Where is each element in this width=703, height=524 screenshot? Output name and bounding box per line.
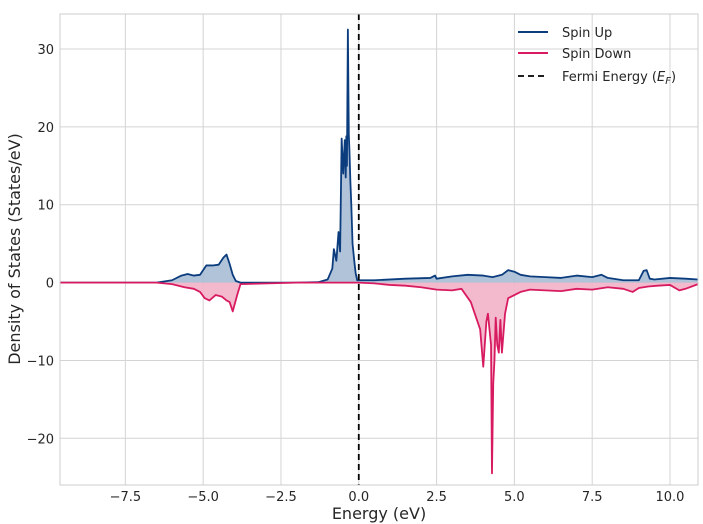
- y-tick-label: 0: [46, 277, 54, 292]
- legend-fermi-subscript: F: [665, 76, 671, 87]
- series-lines: [60, 28, 699, 475]
- legend-label-spin-up: Spin Up: [562, 26, 612, 41]
- x-tick-label: 0.0: [348, 490, 369, 505]
- x-axis-title: Energy (eV): [332, 504, 426, 523]
- spin-up-line: [60, 28, 699, 284]
- x-tick-label: −5.0: [187, 490, 219, 505]
- x-tick-label: 5.0: [504, 490, 525, 505]
- legend-label-fermi: Fermi Energy (EF): [562, 70, 676, 87]
- y-tick-label: 30: [37, 43, 54, 58]
- x-tick-label: −7.5: [110, 490, 142, 505]
- legend: Spin Up Spin Down Fermi Energy (EF): [518, 26, 676, 87]
- y-tick-label: −10: [27, 354, 54, 369]
- x-tick-label: 10.0: [656, 490, 685, 505]
- x-tick-label: 2.5: [426, 490, 447, 505]
- legend-fermi-close: ): [671, 70, 676, 85]
- y-tick-label: −20: [27, 432, 54, 447]
- y-tick-label: 20: [37, 121, 54, 136]
- y-axis-title: Density of States (States/eV): [5, 133, 24, 365]
- y-tick-labels: −20 −10 0 10 20 30: [27, 43, 54, 447]
- plot-area-background: [60, 14, 698, 485]
- y-tick-label: 10: [37, 199, 54, 214]
- legend-fermi-symbol: E: [657, 70, 666, 85]
- x-tick-labels: −7.5 −5.0 −2.5 0.0 2.5 5.0 7.5 10.0: [110, 490, 685, 505]
- legend-fermi-prefix: Fermi Energy (: [562, 70, 657, 85]
- spin-down-line: [60, 281, 699, 475]
- x-tick-label: 7.5: [582, 490, 603, 505]
- x-tick-label: −2.5: [265, 490, 297, 505]
- plot-frame: [59, 13, 699, 486]
- legend-label-spin-down: Spin Down: [562, 47, 631, 62]
